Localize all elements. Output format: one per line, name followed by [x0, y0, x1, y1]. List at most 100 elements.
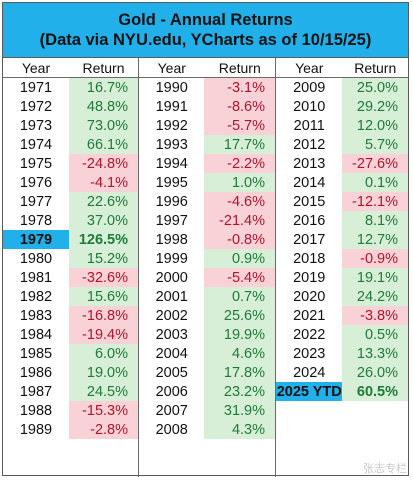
year-cell: 1988 — [19, 402, 53, 419]
table-row: 1971 16.7% — [3, 78, 138, 97]
return-cell: 19.1% — [342, 268, 408, 287]
return-cell: 25.0% — [342, 78, 408, 97]
return-cell: 19.0% — [69, 363, 138, 382]
table-row: 2014 0.1% — [276, 173, 408, 192]
year-cell: 1983 — [19, 307, 53, 324]
return-cell: 8.1% — [342, 211, 408, 230]
return-cell: -2.2% — [204, 154, 275, 173]
table-row: 2011 12.0% — [276, 116, 408, 135]
table-row: 1979 126.5% — [3, 230, 138, 249]
table-row: 1982 15.6% — [3, 287, 138, 306]
year-cell: 2018 — [293, 250, 326, 267]
year-cell: 1979 — [3, 230, 69, 249]
year-cell: 1991 — [155, 98, 188, 115]
return-cell: -2.8% — [69, 420, 138, 439]
year-cell: 1997 — [155, 212, 188, 229]
year-cell: 1975 — [19, 155, 53, 172]
return-cell: -27.6% — [342, 154, 408, 173]
year-cell: 2020 — [293, 288, 326, 305]
return-cell: 6.0% — [69, 344, 138, 363]
year-cell: 2021 — [293, 307, 326, 324]
return-cell: 22.6% — [69, 192, 138, 211]
return-cell: -5.7% — [204, 116, 275, 135]
table-row: 1984 -19.4% — [3, 325, 138, 344]
year-cell: 1995 — [155, 174, 188, 191]
return-cell: 25.6% — [204, 306, 275, 325]
return-cell: 29.2% — [342, 97, 408, 116]
year-cell: 2009 — [293, 79, 326, 96]
table-row: 1994 -2.2% — [139, 154, 275, 173]
year-cell: 2016 — [293, 212, 326, 229]
return-cell: -4.6% — [204, 192, 275, 211]
column-header: Year Return — [276, 58, 408, 78]
table-column-group: Year Return 2009 25.0% 2010 29.2% 2011 12.0% 201… — [275, 58, 408, 477]
year-cell: 2014 — [293, 174, 326, 191]
return-cell: 17.7% — [204, 135, 275, 154]
table-row: 2005 17.8% — [139, 363, 275, 382]
year-cell: 1972 — [19, 98, 53, 115]
table-row: 1981 -32.6% — [3, 268, 138, 287]
table-row: 1997 -21.4% — [139, 211, 275, 230]
year-cell: 2013 — [293, 155, 326, 172]
table-row: 1973 73.0% — [3, 116, 138, 135]
year-cell: 1978 — [19, 212, 53, 229]
table-row: 2012 5.7% — [276, 135, 408, 154]
year-cell: 1999 — [155, 250, 188, 267]
return-cell: 12.0% — [342, 116, 408, 135]
table-row: 2021 -3.8% — [276, 306, 408, 325]
year-cell: 2023 — [293, 345, 326, 362]
return-cell: -5.4% — [204, 268, 275, 287]
table-row: 1996 -4.6% — [139, 192, 275, 211]
return-cell: 73.0% — [69, 116, 138, 135]
year-cell: 1990 — [155, 79, 188, 96]
table-row: 1989 -2.8% — [3, 420, 138, 439]
table-row: 1976 -4.1% — [3, 173, 138, 192]
year-cell: 1981 — [19, 269, 53, 286]
year-cell: 1994 — [155, 155, 188, 172]
table-row: 1990 -3.1% — [139, 78, 275, 97]
table-row: 2010 29.2% — [276, 97, 408, 116]
title-band: Gold - Annual Returns (Data via NYU.edu,… — [3, 3, 408, 58]
table-row: 2020 24.2% — [276, 287, 408, 306]
table-row: 2002 25.6% — [139, 306, 275, 325]
return-cell: 19.9% — [204, 325, 275, 344]
watermark: 张志专栏 — [363, 463, 407, 475]
return-cell: 16.7% — [69, 78, 138, 97]
year-cell: 2000 — [155, 269, 188, 286]
year-cell: 1984 — [19, 326, 53, 343]
year-cell: 2012 — [293, 136, 326, 153]
table-row: 2018 -0.9% — [276, 249, 408, 268]
return-cell: 13.3% — [342, 344, 408, 363]
table-row: 2025 YTD 60.5% — [276, 382, 408, 401]
return-cell: -24.8% — [69, 154, 138, 173]
table-row: 1975 -24.8% — [3, 154, 138, 173]
table-row: 1978 37.0% — [3, 211, 138, 230]
table-row: 2008 4.3% — [139, 420, 275, 439]
table-column-group: Year Return 1971 16.7% 1972 48.8% 1973 73.0% 197… — [3, 58, 138, 477]
return-cell: -21.4% — [204, 211, 275, 230]
return-cell: 31.9% — [204, 401, 275, 420]
table-row: 2000 -5.4% — [139, 268, 275, 287]
table-row: 1983 -16.8% — [3, 306, 138, 325]
year-cell: 1982 — [19, 288, 53, 305]
table-row: 1998 -0.8% — [139, 230, 275, 249]
returns-table: Gold - Annual Returns (Data via NYU.edu,… — [2, 2, 409, 477]
table-row: 2019 19.1% — [276, 268, 408, 287]
year-cell: 2024 — [293, 364, 326, 381]
return-cell: -12.1% — [342, 192, 408, 211]
year-cell: 2002 — [155, 307, 188, 324]
table-row: 2013 -27.6% — [276, 154, 408, 173]
table-row: 1988 -15.3% — [3, 401, 138, 420]
table-column-group: Year Return 1990 -3.1% 1991 -8.6% 1992 -5.7% 199… — [138, 58, 275, 477]
year-cell: 1993 — [155, 136, 188, 153]
table-row: 2007 31.9% — [139, 401, 275, 420]
return-cell: 24.5% — [69, 382, 138, 401]
year-cell: 1976 — [19, 174, 53, 191]
year-cell: 1974 — [19, 136, 53, 153]
return-cell: 37.0% — [69, 211, 138, 230]
table-row: 2023 13.3% — [276, 344, 408, 363]
year-cell: 1986 — [19, 364, 53, 381]
year-cell: 2017 — [293, 231, 326, 248]
return-header: Return — [82, 59, 125, 76]
year-cell: 2008 — [155, 421, 188, 438]
